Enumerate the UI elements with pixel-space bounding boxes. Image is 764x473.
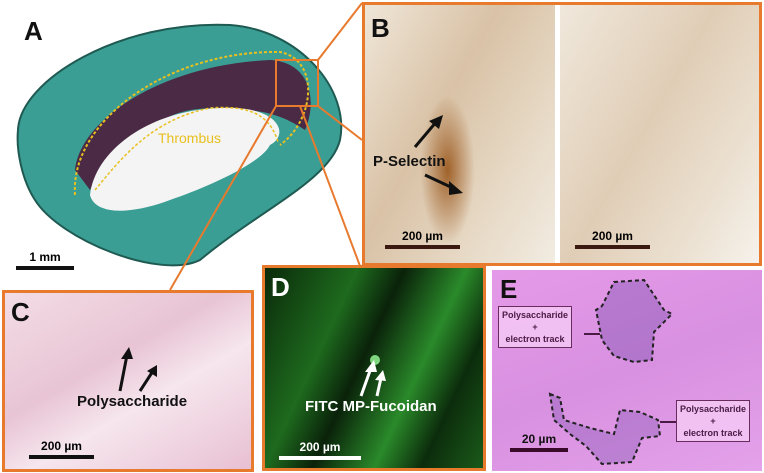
panel-b: B P-Selectin 200 µm 200 µm (362, 2, 762, 266)
scale-bar-a-label: 1 mm (29, 250, 61, 264)
panel-d-letter: D (271, 272, 290, 302)
arrows-d (359, 355, 386, 397)
scale-bar-b-left-label: 200 µm (402, 229, 443, 243)
outlined-regions (548, 278, 676, 466)
arrows-c (118, 347, 157, 392)
scale-bar-e: 20 µm (510, 432, 568, 452)
fitc-label: FITC MP-Fucoidan (305, 398, 437, 415)
scale-bar-b-right: 200 µm (575, 229, 650, 249)
arrows-b (413, 115, 463, 195)
panel-a: A Thrombus 1 mm (0, 0, 362, 282)
scale-bar-d-label: 200 µm (299, 440, 341, 454)
scale-bar-c-label: 200 µm (41, 439, 82, 453)
thrombus-label: Thrombus (158, 130, 222, 146)
panel-e: E Polysaccharide + electron track Polysacc… (492, 270, 762, 471)
scale-bar-e-label: 20 µm (521, 432, 557, 446)
p-selectin-label: P-Selectin (373, 153, 446, 170)
scale-bar-b-right-label: 200 µm (592, 229, 633, 243)
annotation-box-top: Polysaccharide + electron track (498, 306, 573, 348)
panel-a-letter: A (24, 16, 43, 46)
polysaccharide-label-c: Polysaccharide (77, 393, 188, 410)
scale-bar-d: 200 µm (279, 440, 361, 460)
panel-e-letter: E (500, 274, 518, 304)
panel-b-letter: B (371, 13, 390, 43)
panel-c: C Polysaccharide 200 µm (2, 290, 254, 472)
scale-bar-c: 200 µm (29, 439, 94, 459)
panel-d: D FITC MP-Fucoidan 200 µm (262, 265, 486, 471)
panel-c-letter: C (11, 297, 30, 327)
scale-bar-a: 1 mm (16, 250, 74, 270)
scale-bar-b-left: 200 µm (385, 229, 460, 249)
annotation-box-bottom: Polysaccharide + electron track (676, 400, 751, 442)
